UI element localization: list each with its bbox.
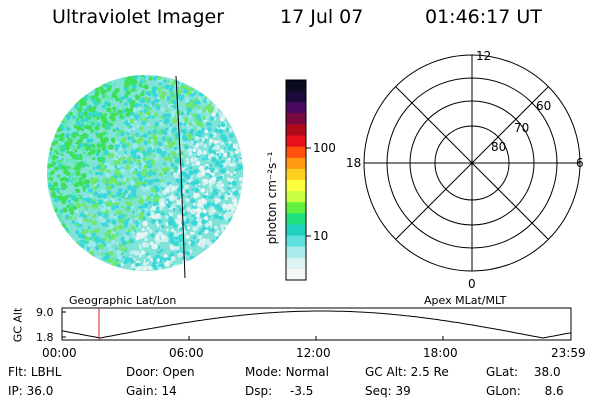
colorbar-swatch bbox=[286, 91, 306, 103]
colorbar-swatch bbox=[286, 146, 306, 159]
altitude-ylabel: GC Alt bbox=[11, 307, 25, 343]
colorbar-swatch bbox=[286, 124, 306, 137]
status-ip: IP: 36.0 bbox=[8, 385, 53, 397]
status-door: Door: Open bbox=[126, 366, 195, 378]
time-label: 01:46:17 UT bbox=[425, 6, 542, 28]
colorbar-label-10: 10 bbox=[313, 229, 329, 243]
status-dsp-value: -3.5 bbox=[289, 384, 314, 398]
status-ip-label: IP: bbox=[8, 384, 23, 398]
terminator-line bbox=[175, 75, 186, 279]
status-glon-label: GLon: bbox=[486, 384, 521, 398]
colorbar-swatch bbox=[286, 246, 306, 259]
geo-panel-label: Geographic Lat/Lon bbox=[69, 294, 177, 307]
altitude-xtick-0600: 06:00 bbox=[169, 346, 204, 360]
colorbar-swatch bbox=[286, 235, 306, 248]
status-door-label: Door: bbox=[126, 365, 159, 379]
status-mode-label: Mode: bbox=[245, 365, 282, 379]
mlt-label-6: 6 bbox=[576, 156, 584, 170]
colorbar-swatch bbox=[286, 224, 306, 237]
status-filter: Flt: LBHL bbox=[8, 366, 61, 378]
colorbar-swatch bbox=[286, 191, 306, 203]
colorbar-label-100: 100 bbox=[313, 141, 336, 155]
polar-grid bbox=[363, 54, 581, 272]
status-glon: GLon: 8.6 bbox=[486, 385, 564, 397]
mlat-label-60: 60 bbox=[536, 99, 552, 113]
status-gain: Gain: 14 bbox=[126, 385, 177, 397]
uv-image-disk bbox=[47, 75, 243, 279]
status-glat: GLat: 38.0 bbox=[486, 366, 561, 378]
polar-panel-label: Apex MLat/MLT bbox=[424, 294, 507, 307]
mlt-label-18: 18 bbox=[346, 156, 362, 170]
altitude-xtick-2359: 23:59 bbox=[551, 346, 586, 360]
colorbar-swatch bbox=[286, 80, 306, 92]
status-glat-label: GLat: bbox=[486, 365, 519, 379]
colorbar-swatch bbox=[286, 180, 306, 192]
status-gc-alt: GC Alt: 2.5 Re bbox=[365, 366, 449, 378]
colorbar-swatch bbox=[286, 213, 306, 225]
status-gc-alt-label: GC Alt: bbox=[365, 365, 407, 379]
status-mode-value: Normal bbox=[285, 365, 329, 379]
status-gc-alt-value: 2.5 Re bbox=[410, 365, 449, 379]
status-seq-value: 39 bbox=[395, 384, 411, 398]
status-filter-label: Flt: bbox=[8, 365, 27, 379]
instrument-title: Ultraviolet Imager bbox=[52, 6, 225, 28]
altitude-ytick-9: 9.0 bbox=[36, 306, 54, 319]
status-filter-value: LBHL bbox=[30, 365, 62, 379]
status-ip-value: 36.0 bbox=[26, 384, 54, 398]
altitude-curve bbox=[61, 310, 572, 339]
altitude-xtick-1800: 18:00 bbox=[423, 346, 458, 360]
colorbar-swatch bbox=[286, 202, 306, 214]
status-glon-value: 8.6 bbox=[544, 384, 564, 398]
colorbar-swatch bbox=[286, 157, 306, 170]
status-dsp-label: Dsp: bbox=[245, 384, 273, 398]
status-seq-label: Seq: bbox=[365, 384, 392, 398]
colorbar-swatch bbox=[286, 257, 306, 270]
status-seq: Seq: 39 bbox=[365, 385, 411, 397]
altitude-plot bbox=[61, 307, 572, 341]
altitude-plot-frame bbox=[61, 307, 572, 341]
altitude-ytick-1.8: 1.8 bbox=[36, 331, 54, 344]
status-dsp: Dsp: -3.5 bbox=[245, 385, 313, 397]
colorbar bbox=[285, 79, 311, 281]
date-label: 17 Jul 07 bbox=[280, 6, 364, 28]
status-mode: Mode: Normal bbox=[245, 366, 329, 378]
polar-diagonal-2 bbox=[395, 86, 549, 240]
status-gain-value: 14 bbox=[161, 384, 177, 398]
status-gain-label: Gain: bbox=[126, 384, 158, 398]
status-glat-value: 38.0 bbox=[533, 365, 561, 379]
status-door-value: Open bbox=[162, 365, 195, 379]
colorbar-swatch bbox=[286, 102, 306, 114]
colorbar-swatch bbox=[286, 113, 306, 125]
colorbar-unit-label: photon cm⁻²s⁻¹ bbox=[265, 151, 279, 245]
altitude-xtick-0000: 00:00 bbox=[42, 346, 77, 360]
mlat-label-80: 80 bbox=[491, 140, 507, 154]
mlat-label-70: 70 bbox=[514, 121, 530, 135]
altitude-xtick-1200: 12:00 bbox=[296, 346, 331, 360]
mlt-label-12: 12 bbox=[476, 49, 492, 63]
mlt-label-0: 0 bbox=[468, 277, 476, 291]
colorbar-swatch bbox=[286, 268, 306, 281]
colorbar-swatch bbox=[286, 168, 306, 181]
colorbar-frame bbox=[285, 79, 307, 281]
colorbar-swatch bbox=[286, 135, 306, 148]
